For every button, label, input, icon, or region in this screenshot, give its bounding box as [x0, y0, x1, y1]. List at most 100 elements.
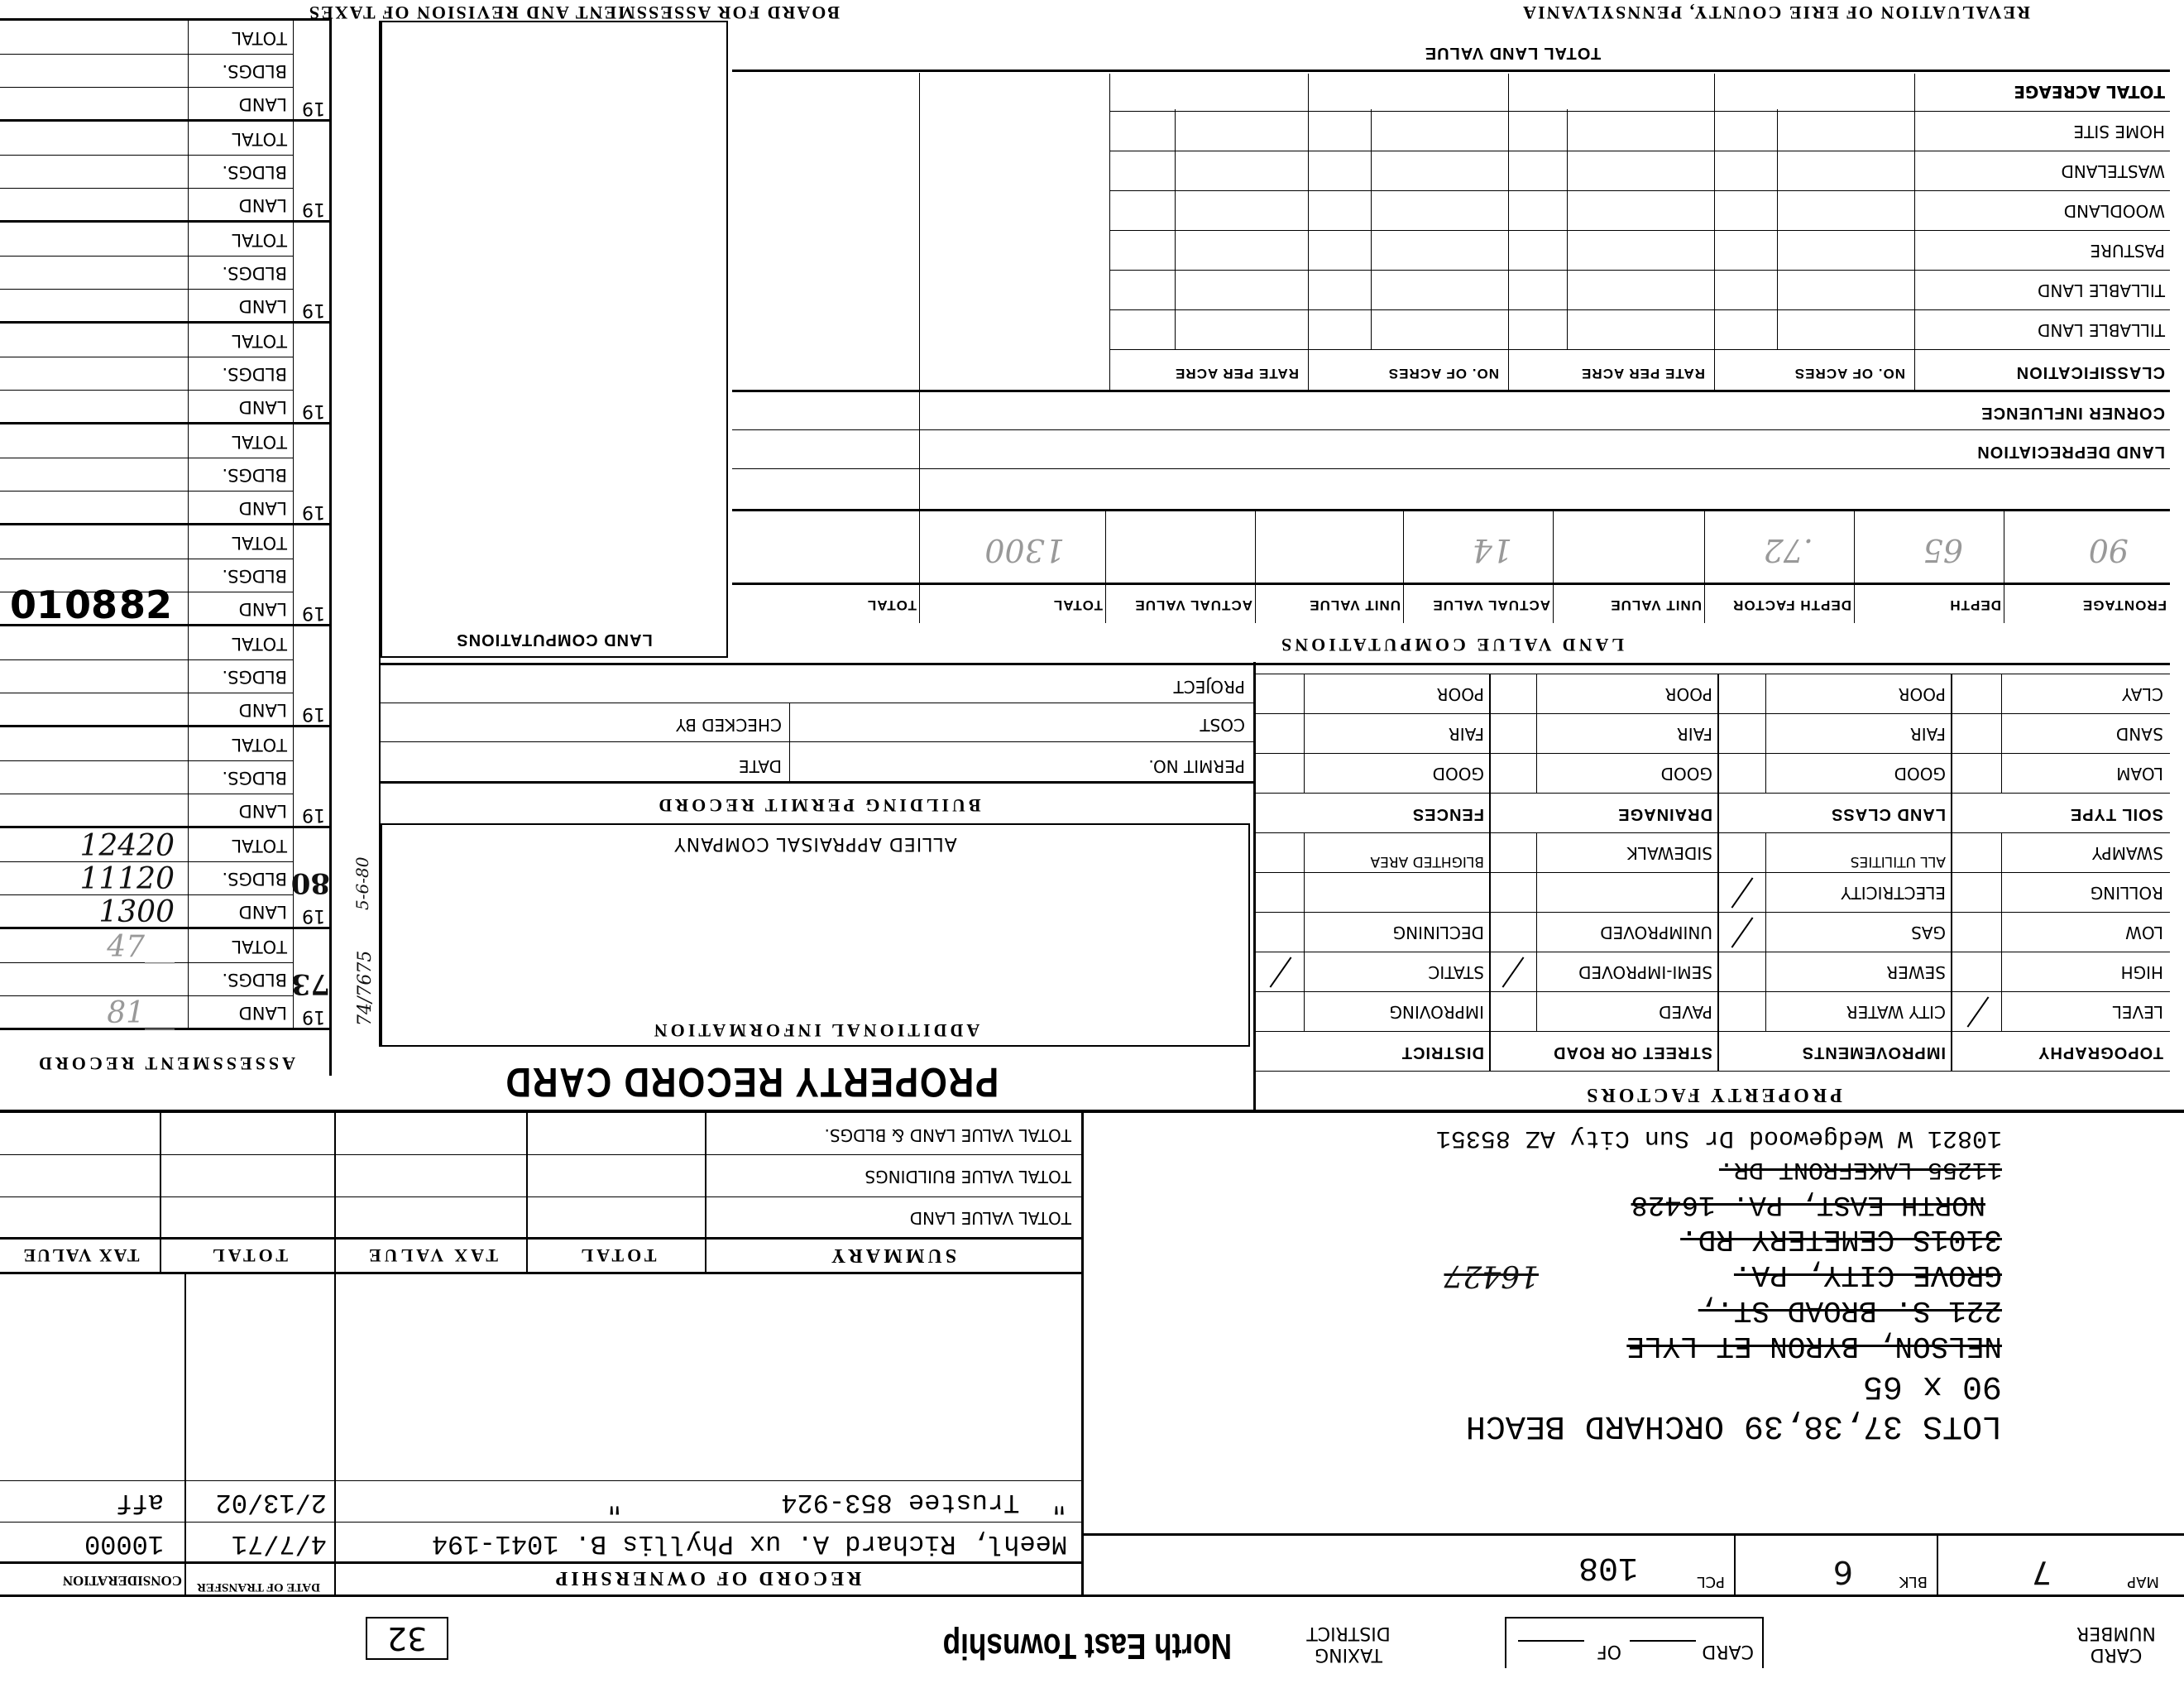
year-prefix: 19: [302, 199, 325, 219]
additional-info-label: ADDITIONAL INFORMATION: [650, 1020, 980, 1041]
prior-owner-line: GROVE CITY, PA.: [1733, 1258, 2002, 1292]
permit-title: BUILDING PERMIT RECORD: [655, 795, 981, 816]
pf-item: GAS: [1911, 923, 1946, 942]
divider: [1256, 793, 2170, 794]
assessment-row-label: BLDGS.: [222, 364, 287, 384]
total-land-value-label: TOTAL LAND VALUE: [1424, 44, 1602, 62]
divider: [0, 119, 332, 122]
pf-item: PAVED: [1659, 1002, 1712, 1022]
assessment-row-label: BLDGS.: [222, 263, 287, 283]
divider: [732, 70, 2170, 72]
summary-col: TAX VALUE: [22, 1245, 140, 1266]
lot-dimensions: 90 x 65: [1862, 1367, 2002, 1404]
assessment-row-label: LAND: [238, 195, 287, 215]
summary-col: TAX VALUE: [365, 1245, 499, 1266]
divider: [1914, 74, 1915, 392]
handwritten-struck-number: 16427: [1444, 1259, 1539, 1292]
divider: [381, 741, 1256, 742]
assessment-row-label: BLDGS.: [222, 162, 287, 182]
pf-item: ROLLING: [2090, 883, 2163, 903]
divider: [1110, 349, 2170, 350]
assessment-value: 81__: [107, 996, 175, 1030]
divider: [0, 1480, 1084, 1481]
check-mark-icon: [1269, 957, 1292, 988]
transfer-date: 4/7/71: [231, 1528, 327, 1559]
owner-name: Meehl, Richard A. ux Phyllis B. 1041-194: [431, 1528, 1067, 1559]
divider: [0, 1110, 2184, 1113]
assessment-row-label: LAND: [238, 902, 287, 922]
pf-item: IMPROVING: [1389, 1002, 1484, 1022]
divider: [1109, 74, 1110, 392]
acre-row-label: WOODLAND: [2063, 201, 2165, 221]
pf-item: SEWER: [1886, 962, 1946, 982]
soil-item: GOOD: [1894, 764, 1946, 784]
prior-owner-line: 11255 LAKEFRONT DR.: [1718, 1155, 2002, 1183]
divider: [1717, 674, 1719, 1072]
divider: [919, 511, 920, 623]
divider: [1110, 309, 2170, 310]
divider: [732, 390, 2170, 392]
divider: [1854, 511, 1855, 623]
map-label: MAP: [2127, 1573, 2159, 1590]
taxing-district-label: TAXING DISTRICT: [1306, 1623, 1391, 1665]
owner-name: " Trustee 853-924 ": [606, 1487, 1067, 1518]
divider: [732, 583, 2170, 585]
acre-header: NO. OF ACRES: [1794, 366, 1905, 381]
divider: [0, 54, 294, 55]
lv-header: ACTUAL VALUE: [1432, 597, 1550, 613]
assessment-row-label: TOTAL: [232, 634, 287, 654]
lv-header: TOTAL: [866, 597, 917, 613]
divider: [1553, 511, 1554, 623]
year-prefix: 19: [302, 1006, 325, 1027]
pf-item: ELECTRICITY: [1841, 883, 1946, 903]
soil-item: GOOD: [1660, 764, 1712, 784]
corner-influence-label: CORNER INFLUENCE: [1980, 404, 2165, 422]
lv-header: ACTUAL VALUE: [1134, 597, 1252, 613]
divider: [0, 523, 332, 525]
appraiser-name: ALLIED APPRAISAL COMPANY: [673, 833, 957, 854]
acre-header: NO. OF ACRES: [1387, 366, 1499, 381]
divider: [0, 422, 332, 424]
pf-header: IMPROVEMENTS: [1801, 1043, 1946, 1062]
pf-header: STREET OR ROAD: [1553, 1043, 1712, 1062]
year-prefix: 19: [302, 905, 325, 926]
assessment-row-label: LAND: [238, 498, 287, 518]
divider: [732, 429, 2170, 430]
pf-item: BLIGHTED AREA: [1370, 853, 1484, 870]
lv-header: TOTAL: [1052, 597, 1103, 613]
divider: [1256, 753, 2170, 754]
assessment-row-label: LAND: [238, 1003, 287, 1023]
summary-row-buildings: TOTAL VALUE BUILDINGS: [864, 1167, 1071, 1187]
divider: [1256, 832, 2170, 833]
margin-note: 5-6-80: [352, 856, 372, 910]
lv-entry: 90: [2088, 532, 2129, 568]
stamp-number: 01: [9, 583, 63, 627]
acre-row-label: PASTURE: [2090, 241, 2165, 261]
assessment-table: 19 73 LAND 81__ BLDGS. TOTAL 47__ 19 80 LAND 1300 B…: [0, 18, 332, 1030]
assessment-row-label: BLDGS.: [222, 465, 287, 485]
divider: [1256, 1031, 2170, 1032]
year-prefix: 19: [302, 602, 325, 623]
pf-item: SIDEWALK: [1626, 843, 1712, 863]
year-prefix: 19: [302, 804, 325, 825]
soil-item: FAIR: [1909, 724, 1946, 744]
divider: [0, 659, 294, 660]
divider: [0, 1594, 2184, 1597]
divider: [1937, 1536, 1938, 1597]
divider: [0, 1237, 1084, 1240]
assessment-value: 11120: [79, 862, 175, 896]
divider: [1714, 74, 1715, 392]
assessment-row-label: TOTAL: [232, 230, 287, 250]
lv-entry: 65: [1923, 532, 1963, 568]
divider: [0, 1154, 1084, 1155]
divider: [1536, 833, 1537, 1032]
prior-owner-line: 221 S. BROAD ST.,: [1698, 1293, 2002, 1327]
divider: [0, 289, 294, 290]
divider: [0, 220, 332, 223]
divider: [1110, 270, 2170, 271]
assessment-row-label: TOTAL: [232, 129, 287, 149]
soil-item: POOR: [1436, 684, 1484, 704]
card-number-label: CARD NUMBER: [2076, 1623, 2156, 1665]
year-prefix: 19: [302, 300, 325, 320]
property-factors-table: TOPOGRAPHY SOIL TYPE LEVEL HIGH LOW ROLLING SW…: [1256, 674, 2170, 1072]
